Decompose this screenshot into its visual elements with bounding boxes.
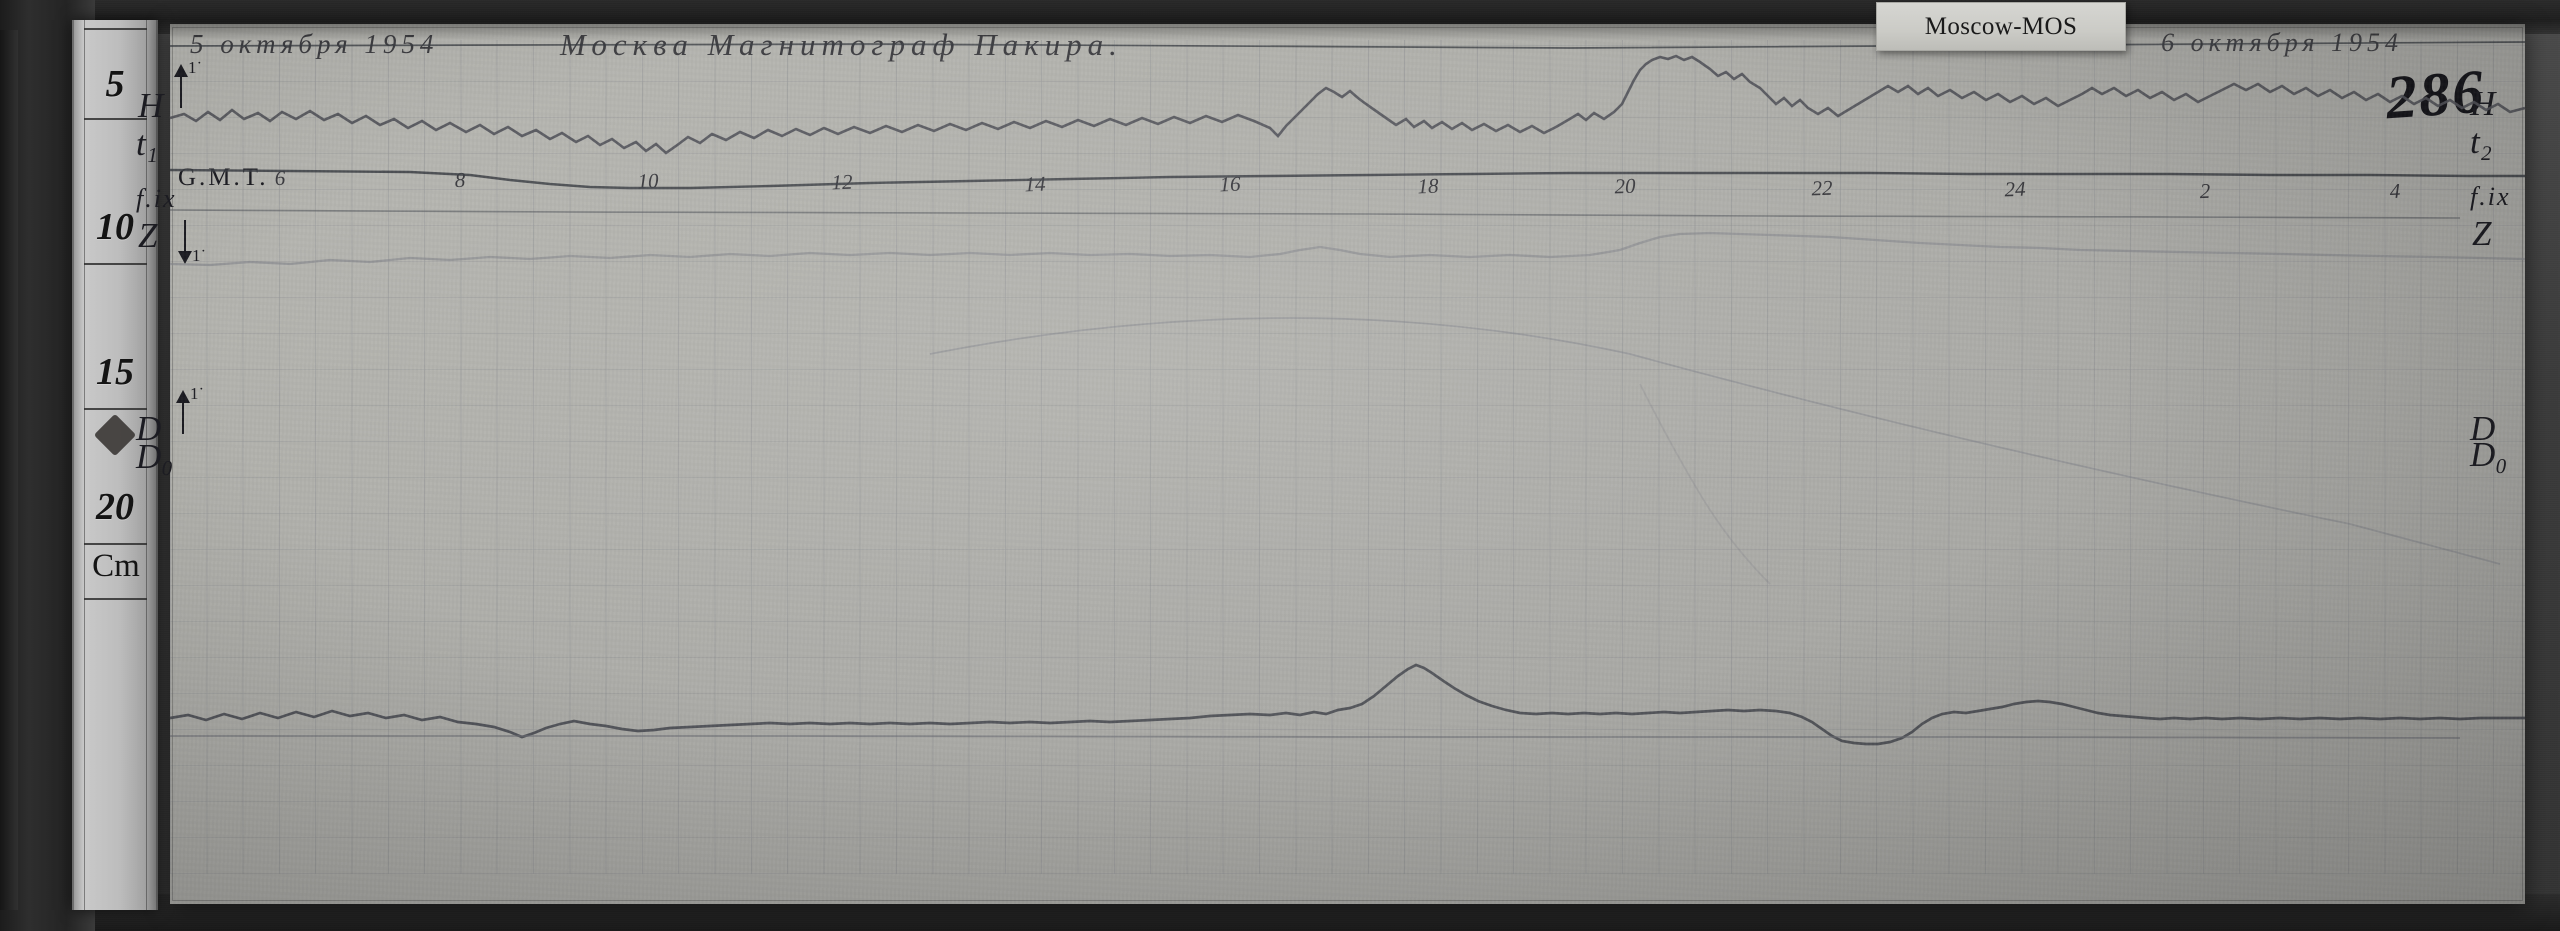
ruler-mark-10: 10 (96, 206, 134, 248)
ruler-edge-line-right (146, 20, 147, 910)
axis-label-t2-right: t₂ (2470, 122, 2492, 161)
axis-label-H-left: H (138, 86, 164, 125)
time-tick-8: 8 (454, 167, 466, 193)
time-tick-6: 6 (274, 165, 286, 191)
ruler-tick (84, 263, 147, 265)
ruler-mark-5: 5 (105, 63, 125, 105)
sheet-frame (172, 27, 2523, 901)
magnetogram-sheet: 5 октября 1954 Москва Магнитограф Пакира… (136, 24, 2526, 904)
axis-label-D-right: D (2470, 409, 2496, 448)
ruler-edge-line-left (84, 20, 85, 910)
ruler-tick (84, 543, 147, 545)
time-tick-20: 20 (1614, 173, 1636, 199)
axis-label-D0-right: D₀ (2470, 435, 2508, 474)
axis-label-D0-left: D₀ (136, 437, 174, 476)
observatory-label-tag: Moscow-MOS (1876, 2, 2126, 51)
ruler-mark-15: 15 (96, 351, 134, 393)
arrow-up-unit-D: 1˙ (190, 384, 205, 403)
axis-label-Z-left: Z (138, 216, 158, 255)
ruler-tick (84, 408, 147, 410)
ruler-mark-20: 20 (96, 486, 134, 528)
time-tick-16: 16 (1219, 171, 1241, 197)
axis-label-gmt: G.M.T. (178, 164, 269, 191)
ruler-tick (84, 28, 147, 30)
time-tick-10: 10 (637, 168, 659, 194)
time-tick-22: 22 (1811, 175, 1833, 201)
time-tick-24: 24 (2004, 176, 2026, 202)
arrow-up-icon-D (176, 390, 190, 434)
sheet-top-shadow (170, 24, 2525, 40)
axis-label-fix-right: f.ix (2470, 182, 2511, 211)
arrow-down-icon-Z (178, 220, 192, 264)
time-tick-14: 14 (1024, 171, 1046, 197)
time-tick-2: 2 (2199, 178, 2211, 204)
ruler-tick (84, 598, 147, 600)
axis-label-Z-right: Z (2472, 214, 2492, 253)
time-tick-18: 18 (1417, 173, 1439, 199)
time-tick-4: 4 (2389, 178, 2401, 204)
arrow-up-icon-H (174, 64, 188, 108)
ruler-tick (84, 118, 147, 120)
axis-label-t1-left: t₁ (136, 124, 158, 163)
ruler-diamond-marker (93, 413, 137, 457)
axis-label-H-right: H (2470, 84, 2496, 123)
observatory-label-text: Moscow-MOS (1924, 12, 2078, 40)
arrow-up-unit-H: 1˙ (188, 58, 203, 77)
arrow-down-unit-Z: 1˙ (192, 246, 207, 265)
time-tick-12: 12 (831, 169, 853, 195)
axis-label-D-left: D (136, 409, 162, 448)
calibration-ruler: 5 10 15 20 Cm (72, 20, 158, 910)
desk-dark-strip (0, 30, 18, 910)
ruler-unit-label: Cm (92, 548, 140, 584)
axis-label-fix-left: f.ix (136, 184, 177, 213)
